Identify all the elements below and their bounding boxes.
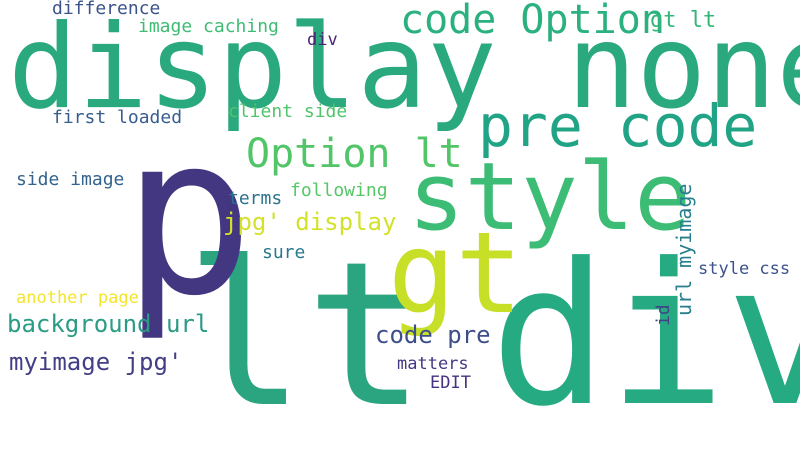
word-side-image: side image — [16, 169, 125, 190]
word-following: following — [290, 180, 388, 201]
word-another-page: another page — [16, 288, 139, 308]
word-display-none: display none — [8, 0, 800, 135]
word-client-side: client side — [228, 101, 348, 122]
word-myimage-jpg: myimage jpg' — [9, 348, 183, 376]
word-gt: gt — [388, 209, 523, 339]
word-first-loaded: first loaded — [52, 107, 183, 128]
word-style: style — [408, 143, 691, 252]
word-p: p — [122, 88, 255, 344]
word-code-option: code Option — [400, 0, 665, 43]
word-matters: matters — [397, 354, 469, 374]
word-id: id — [653, 304, 674, 326]
word-image-caching: image caching — [138, 16, 279, 37]
word-style-css: style css — [698, 259, 791, 279]
word-div-small: div — [307, 30, 338, 50]
word-url-myimage: url myimage — [672, 183, 696, 316]
word-jpg-display: jpg' display — [223, 208, 397, 236]
word-sure: sure — [262, 242, 306, 263]
word-option-lt: Option lt — [246, 131, 463, 177]
word-terms: terms — [228, 188, 283, 209]
word-background-url: background url — [7, 310, 210, 338]
word-edit: EDIT — [430, 373, 471, 393]
word-cloud: lt div p display none style gt pre code … — [7, 0, 800, 436]
word-pre-code: pre code — [478, 92, 758, 160]
word-code-pre: code pre — [375, 321, 491, 349]
word-gt-lt: gt lt — [650, 8, 717, 33]
word-difference: difference — [52, 0, 161, 19]
